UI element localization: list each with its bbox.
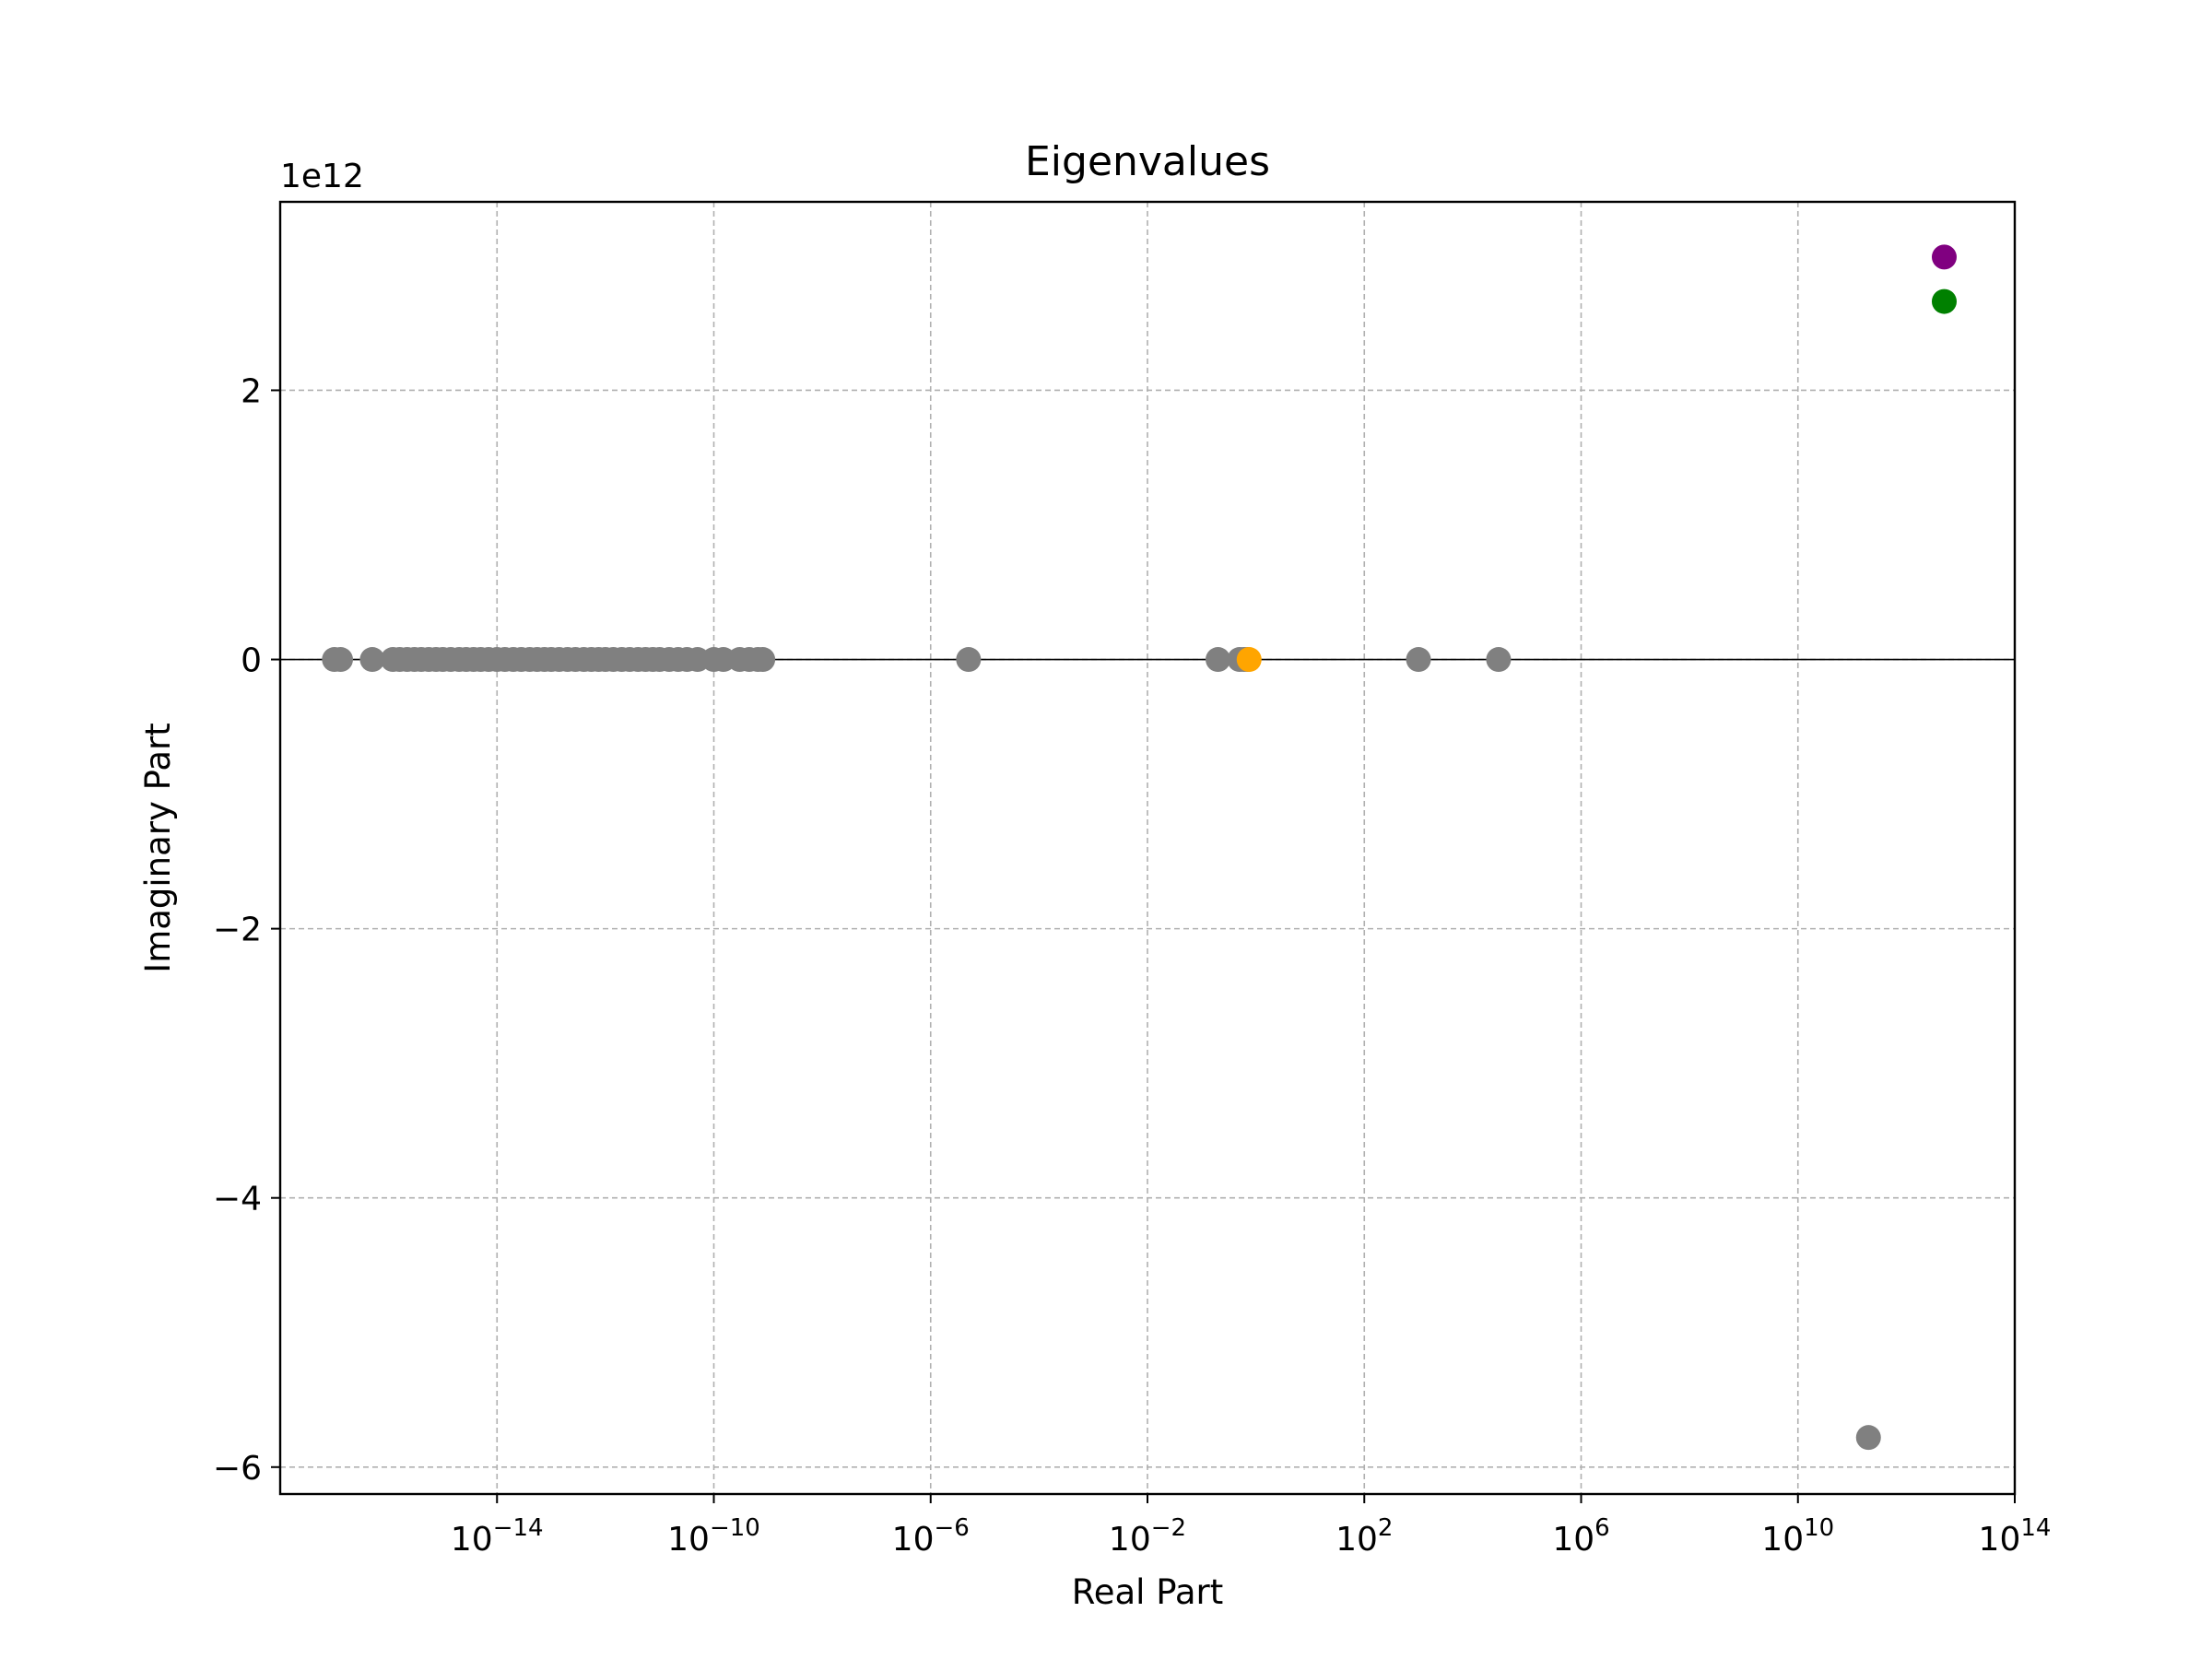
y-tick-label: 0 xyxy=(241,642,262,680)
x-tick-label-exponent: 6 xyxy=(1594,1514,1610,1542)
x-tick-label-base: 10 xyxy=(1109,1521,1151,1559)
x-tick-label: 106 xyxy=(1552,1514,1609,1559)
data-point xyxy=(1236,647,1262,673)
x-axis-ticks: 10−14 10−10 10−6 10−2 102 106 1010 1014 xyxy=(451,1494,2052,1559)
x-tick-label-base: 10 xyxy=(1761,1521,1804,1559)
data-point xyxy=(359,647,385,673)
chart-title: Eigenvalues xyxy=(1025,138,1270,185)
y-axis-ticks: −6 −4 −2 0 2 xyxy=(213,372,280,1488)
x-tick-label-exponent: −10 xyxy=(710,1514,760,1542)
x-tick-label-exponent: 2 xyxy=(1378,1514,1394,1542)
x-tick-label: 1014 xyxy=(1979,1514,2052,1559)
y-tick-label: −4 xyxy=(213,1181,262,1218)
x-tick-label-exponent: 14 xyxy=(2020,1514,2051,1542)
data-point xyxy=(1406,647,1431,673)
data-point xyxy=(1931,244,1957,270)
x-tick-label-base: 10 xyxy=(1335,1521,1378,1559)
y-tick-label: 2 xyxy=(241,372,262,410)
y-axis-offset-text: 1e12 xyxy=(280,158,364,195)
x-tick-label-base: 10 xyxy=(1552,1521,1594,1559)
data-point xyxy=(1855,1425,1881,1451)
x-tick-label: 10−6 xyxy=(892,1514,970,1559)
x-tick-label: 10−14 xyxy=(451,1514,544,1559)
x-tick-label-base: 10 xyxy=(451,1521,493,1559)
y-tick-label: −6 xyxy=(213,1450,262,1488)
x-tick-label-base: 10 xyxy=(892,1521,935,1559)
y-tick-label: −2 xyxy=(213,912,262,949)
data-point xyxy=(1486,647,1512,673)
x-tick-label-exponent: 10 xyxy=(1804,1514,1834,1542)
x-tick-label-exponent: −2 xyxy=(1151,1514,1186,1542)
y-axis-label: Imaginary Part xyxy=(138,723,178,972)
data-points xyxy=(322,244,1957,1451)
x-tick-label: 10−2 xyxy=(1109,1514,1186,1559)
x-tick-label-exponent: −14 xyxy=(493,1514,544,1542)
x-tick-label: 10−10 xyxy=(667,1514,760,1559)
data-point xyxy=(1931,288,1957,314)
x-tick-label-exponent: −6 xyxy=(934,1514,969,1542)
x-tick-label-base: 10 xyxy=(1979,1521,2021,1559)
x-tick-label: 102 xyxy=(1335,1514,1393,1559)
data-point xyxy=(750,647,776,673)
x-axis-label: Real Part xyxy=(1072,1572,1224,1612)
data-point xyxy=(1206,647,1231,673)
data-point xyxy=(328,647,354,673)
x-tick-label-base: 10 xyxy=(667,1521,710,1559)
data-point xyxy=(956,647,982,673)
x-tick-label: 1010 xyxy=(1761,1514,1834,1559)
